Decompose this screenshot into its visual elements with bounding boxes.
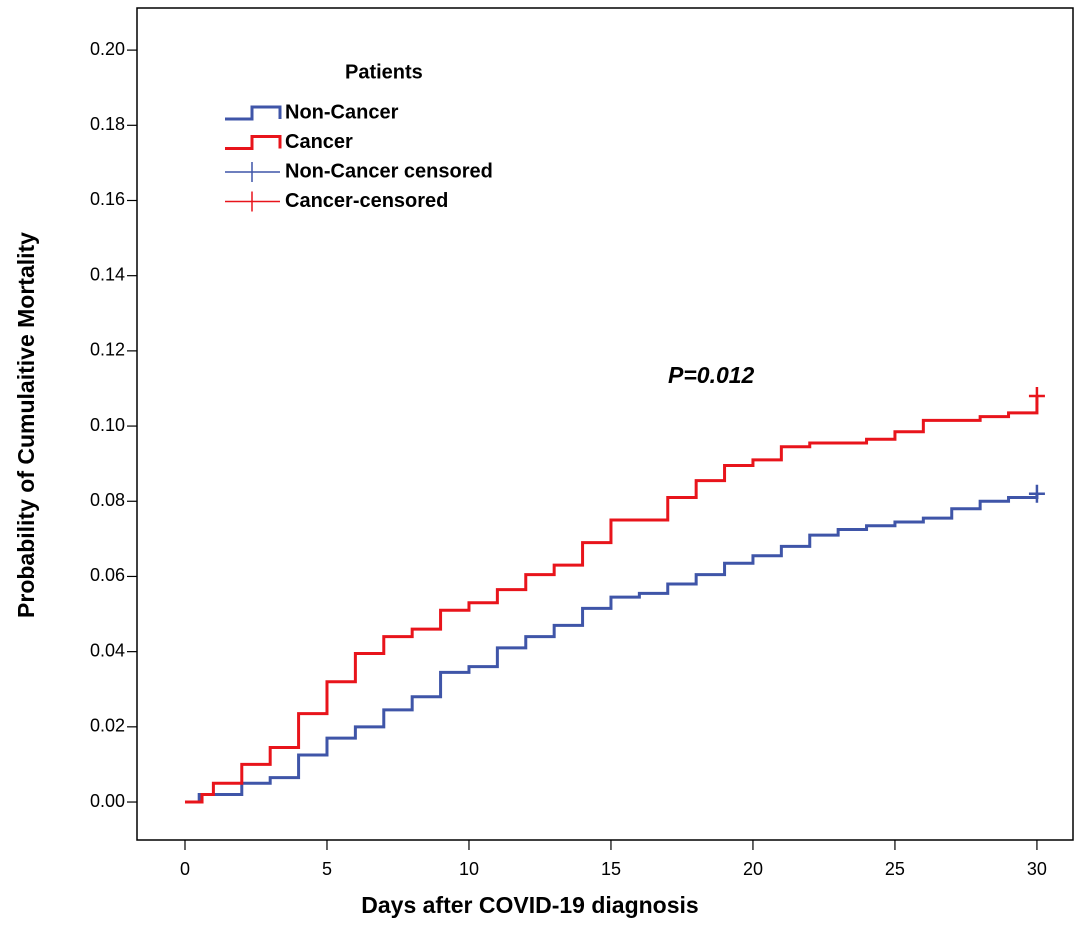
x-tick-label: 0 xyxy=(180,859,190,879)
x-tick-label: 20 xyxy=(743,859,763,879)
legend-symbol xyxy=(225,191,280,212)
y-tick-label: 0.08 xyxy=(90,490,125,510)
x-tick-label: 5 xyxy=(322,859,332,879)
legend-title: Patients xyxy=(345,61,423,83)
y-tick-label: 0.16 xyxy=(90,189,125,209)
x-tick-label: 15 xyxy=(601,859,621,879)
y-tick-label: 0.04 xyxy=(90,640,125,660)
y-tick-label: 0.14 xyxy=(90,264,125,284)
legend-symbol xyxy=(225,135,282,150)
legend-label: Cancer-censored xyxy=(285,190,448,212)
y-axis-label: Probability of Cumulaitive Mortality xyxy=(13,232,39,618)
y-tick-label: 0.10 xyxy=(90,415,125,435)
censor-mark xyxy=(1028,484,1045,503)
y-tick-label: 0.20 xyxy=(90,39,125,59)
y-tick-label: 0.12 xyxy=(90,340,125,360)
step-line xyxy=(184,395,1039,804)
step-line xyxy=(184,493,1039,804)
x-tick-label: 30 xyxy=(1027,859,1047,879)
legend-label: Non-Cancer xyxy=(285,101,399,123)
y-tick-label: 0.00 xyxy=(90,791,125,811)
y-tick-label: 0.06 xyxy=(90,565,125,585)
legend-symbol xyxy=(225,105,282,121)
x-tick-label: 25 xyxy=(885,859,905,879)
plot-frame xyxy=(136,7,1074,841)
legend-symbol xyxy=(225,162,280,182)
censor-mark xyxy=(1028,386,1045,405)
y-tick-label: 0.02 xyxy=(90,716,125,736)
legend-label: Non-Cancer censored xyxy=(285,160,493,182)
legend-label: Cancer xyxy=(285,131,353,153)
x-tick-label: 10 xyxy=(459,859,479,879)
y-tick-label: 0.18 xyxy=(90,114,125,134)
x-axis-label: Days after COVID-19 diagnosis xyxy=(361,892,698,918)
p-value-annotation: P=0.012 xyxy=(668,362,755,388)
